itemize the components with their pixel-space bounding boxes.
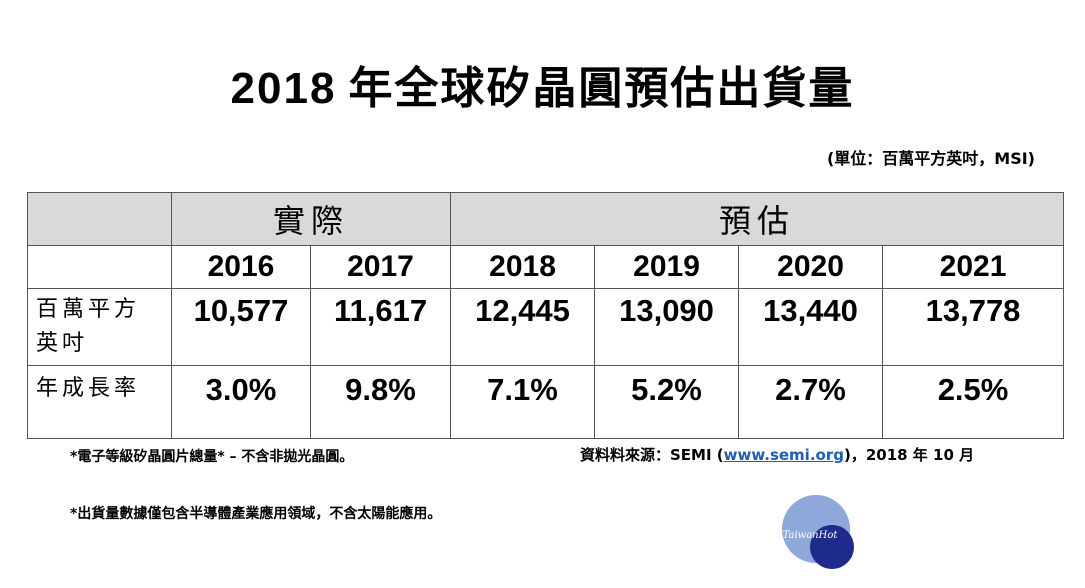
growth-value: 7.1% [450,365,596,439]
logo-text: TaiwanHot [783,530,839,541]
source-prefix: 資料料來源：SEMI ( [580,446,724,464]
msi-value: 13,090 [594,288,740,366]
row-label-growth: 年成長率 [27,365,172,439]
year-header: 2017 [309,245,452,289]
year-header: 2016 [171,245,311,289]
growth-value: 5.2% [594,365,740,439]
year-header: 2020 [738,245,884,289]
source-suffix: )，2018 年 10 月 [843,446,975,464]
growth-value: 2.7% [738,365,884,439]
msi-value: 11,617 [309,288,452,366]
msi-value: 13,440 [738,288,884,366]
table-year-row: 2016 2017 2018 2019 2020 2021 [27,245,1065,289]
msi-value: 12,445 [450,288,596,366]
year-header: 2019 [594,245,740,289]
page-title: 2018 年全球矽晶圓預估出貨量 [0,52,1085,116]
year-header: 2021 [882,245,1065,289]
row-label-msi-line2: 英吋 [36,331,89,356]
group-actual: 實際 [170,192,452,246]
year-header: 2018 [450,245,596,289]
row-label-msi: 百萬平方 英吋 [27,288,172,366]
table-row: 年成長率 3.0% 9.8% 7.1% 5.2% 2.7% 2.5% [27,365,1065,439]
title-year: 2018 [230,64,337,113]
growth-value: 3.0% [171,365,311,439]
unit-label: (單位：百萬平方英吋，MSI) [826,149,1035,168]
shipment-table: 實際 預估 2016 2017 2018 2019 2020 2021 百萬平方… [27,192,1065,439]
year-corner-cell [27,245,172,289]
group-forecast: 預估 [450,192,1065,246]
row-label-msi-line1: 百萬平方 [36,297,141,322]
table-row: 百萬平方 英吋 10,577 11,617 12,445 13,090 13,4… [27,288,1065,366]
corner-cell [27,192,172,246]
logo-inner-circle [810,525,854,569]
table-group-row: 實際 預估 [27,192,1065,246]
semi-link[interactable]: www.semi.org [723,446,844,464]
footnote-solar-excluded: *出貨量數據僅包含半導體產業應用領域，不含太陽能應用。 [70,506,442,522]
footnote-electronic-grade: *電子等級矽晶圓片總量* – 不含非拋光晶圓。 [70,449,354,465]
growth-value: 2.5% [882,365,1065,439]
source-note: 資料料來源：SEMI (www.semi.org)，2018 年 10 月 [580,444,974,465]
title-text: 年全球矽晶圓預估出貨量 [348,63,855,114]
msi-value: 10,577 [171,288,311,366]
growth-value: 9.8% [309,365,452,439]
msi-value: 13,778 [882,288,1065,366]
taiwanhot-logo: TaiwanHot [782,495,854,569]
